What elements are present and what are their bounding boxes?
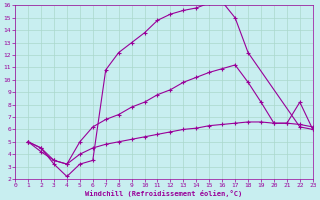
X-axis label: Windchill (Refroidissement éolien,°C): Windchill (Refroidissement éolien,°C) bbox=[85, 190, 243, 197]
